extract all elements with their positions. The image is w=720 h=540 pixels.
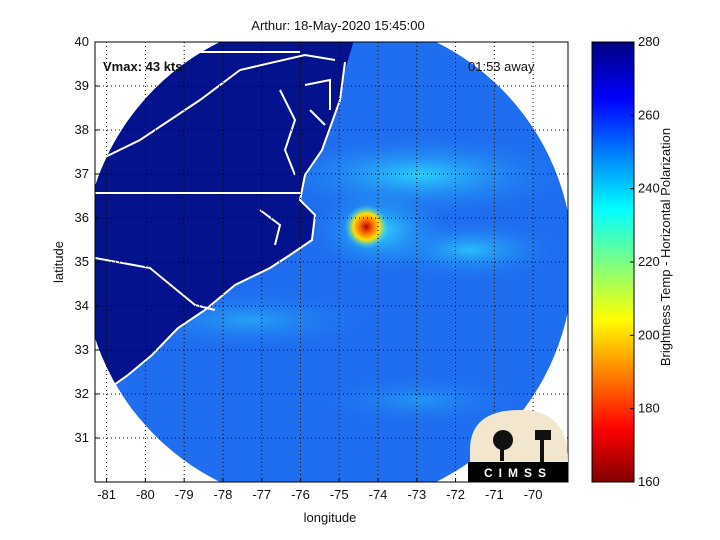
vmax-label: Vmax: 43 kts <box>103 59 183 74</box>
colorbar-tick-label: 180 <box>638 401 660 416</box>
colorbar-tick-label: 200 <box>638 327 660 342</box>
time-away-label: 01:53 away <box>468 59 535 74</box>
x-tick-label: -73 <box>407 487 426 502</box>
x-tick-label: -72 <box>446 487 465 502</box>
x-tick-label: -75 <box>330 487 349 502</box>
cimss-logo: CIMSS <box>468 410 568 482</box>
storm-eye <box>344 204 389 249</box>
logo-text: CIMSS <box>484 466 552 480</box>
x-tick-label: -70 <box>524 487 543 502</box>
x-tick-label: -71 <box>485 487 504 502</box>
logo-banner <box>468 462 568 482</box>
colorbar-ticks: 160 180 200 220 240 260 280 <box>630 34 660 489</box>
colorbar-tick-label: 240 <box>638 181 660 196</box>
x-tick-label: -80 <box>136 487 155 502</box>
x-axis: -81 -80 -79 -78 -77 -76 -75 -74 -73 -72 -71 -70 <box>97 478 543 502</box>
y-tick-label: 37 <box>75 166 89 181</box>
colorbar <box>591 41 635 483</box>
y-tick-label: 38 <box>75 122 89 137</box>
colorbar-tick-label: 160 <box>638 474 660 489</box>
y-tick-label: 39 <box>75 78 89 93</box>
y-tick-label: 34 <box>75 298 89 313</box>
x-tick-label: -77 <box>252 487 271 502</box>
y-tick-label: 40 <box>75 34 89 49</box>
y-tick-label: 32 <box>75 386 89 401</box>
x-tick-label: -74 <box>369 487 388 502</box>
y-axis-title: latitude <box>51 241 66 283</box>
colorbar-label: Brightness Temp - Horizontal Polarizatio… <box>658 128 673 366</box>
x-tick-label: -79 <box>175 487 194 502</box>
x-tick-label: -81 <box>97 487 116 502</box>
colorbar-tick-label: 260 <box>638 107 660 122</box>
logo-tower-leg <box>540 440 544 462</box>
x-tick-label: -78 <box>214 487 233 502</box>
colorbar-tick-label: 220 <box>638 254 660 269</box>
logo-dish-stand <box>500 445 504 461</box>
chart-title: Arthur: 18-May-2020 15:45:00 <box>251 18 424 33</box>
logo-dish-icon <box>493 430 513 450</box>
cloud-band <box>320 375 520 425</box>
y-axis: 31 32 33 34 35 36 37 38 39 40 <box>75 34 99 445</box>
y-tick-label: 31 <box>75 430 89 445</box>
y-tick-label: 35 <box>75 254 89 269</box>
coastlines <box>95 42 346 396</box>
x-axis-title: longitude <box>304 510 357 525</box>
land-mass <box>95 42 360 420</box>
colorbar-tick-label: 280 <box>638 34 660 49</box>
x-tick-label: -76 <box>291 487 310 502</box>
y-tick-label: 36 <box>75 210 89 225</box>
logo-tower-icon <box>535 430 551 440</box>
y-tick-label: 33 <box>75 342 89 357</box>
